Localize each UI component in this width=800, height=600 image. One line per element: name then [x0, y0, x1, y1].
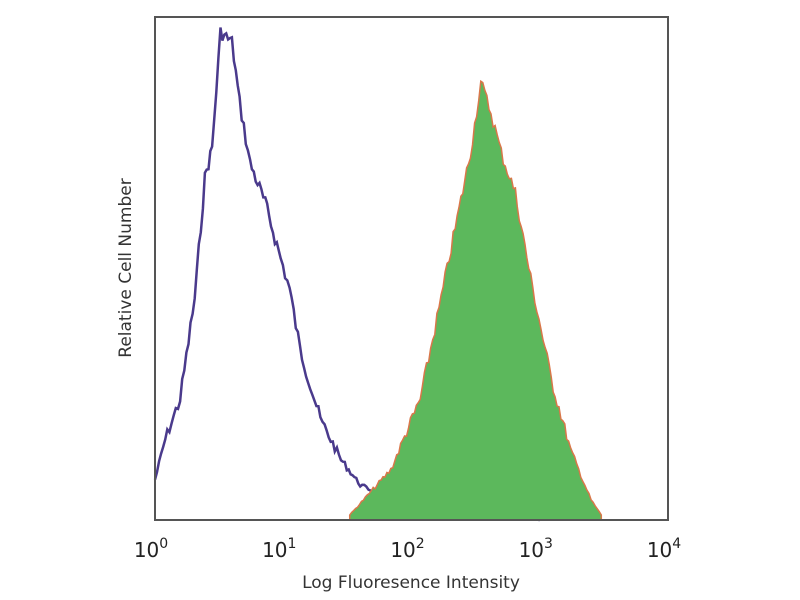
x-tick-exponent-2: 2 [416, 536, 425, 552]
x-tick-labels: 100 101 102 103 104 [134, 536, 681, 562]
x-tick-label-0: 100 [134, 536, 168, 562]
x-axis-label: Log Fluoresence Intensity [302, 573, 520, 593]
series-1-filled-histogram [348, 79, 603, 521]
x-tick-exponent-3: 3 [544, 536, 553, 552]
series-layer [153, 27, 603, 522]
x-tick-label-2: 102 [390, 536, 424, 562]
x-tick-exponent-4: 4 [672, 536, 681, 552]
y-axis-label: Relative Cell Number [116, 178, 136, 357]
plot-frame [154, 16, 669, 521]
x-tick-exponent-0: 0 [159, 536, 168, 552]
x-tick-label-3: 103 [519, 536, 553, 562]
x-tick-exponent-1: 1 [288, 536, 297, 552]
x-tick-label-1: 101 [262, 536, 296, 562]
x-tick-label-4: 104 [647, 536, 681, 562]
